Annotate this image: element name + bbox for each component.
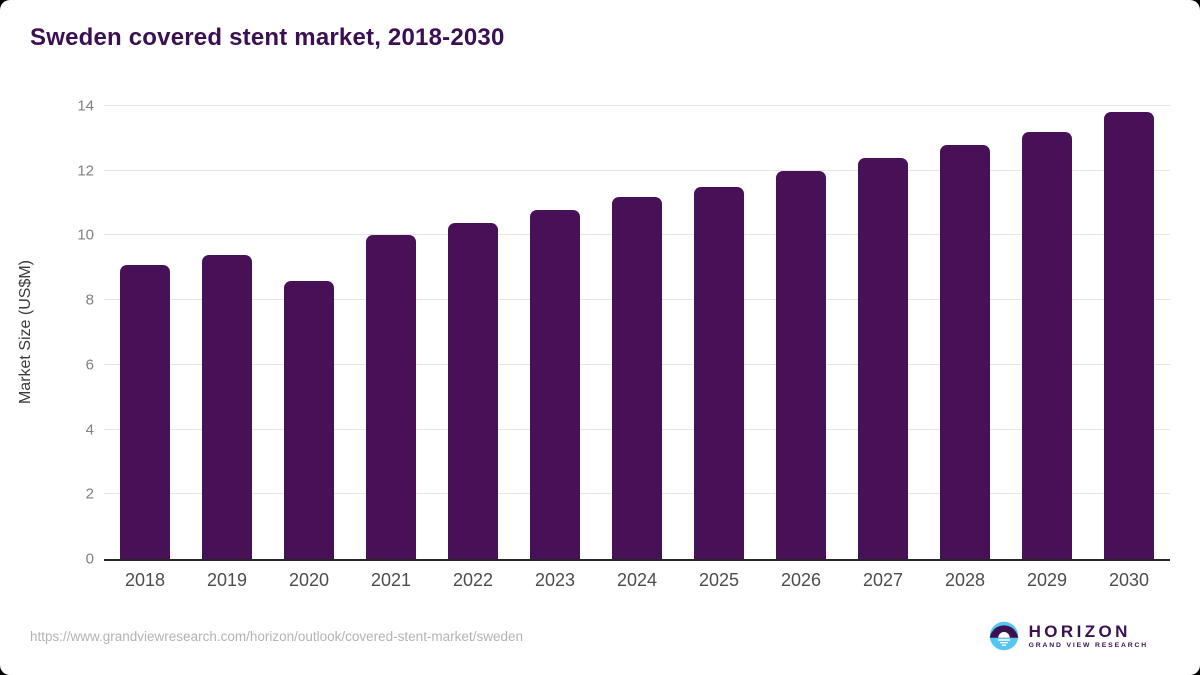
x-tick-label-2021: 2021 <box>370 570 412 590</box>
y-tick-label-14: 14 <box>77 97 94 115</box>
bar-2027 <box>858 157 908 559</box>
bar-2026 <box>776 170 826 559</box>
x-tick-label-2027: 2027 <box>862 570 904 590</box>
bar-2030 <box>1104 112 1154 559</box>
source-url: https://www.grandviewresearch.com/horizo… <box>30 629 523 644</box>
bar-2021 <box>366 235 416 559</box>
logo-subtitle: GRAND VIEW RESEARCH <box>1028 642 1148 650</box>
x-tick-label-2023: 2023 <box>534 570 576 590</box>
bar-2024 <box>612 196 662 559</box>
x-tick-label-2025: 2025 <box>698 570 740 590</box>
horizon-logo-icon <box>989 621 1018 651</box>
chart-title: Sweden covered stent market, 2018-2030 <box>30 24 505 51</box>
y-tick-label-10: 10 <box>77 226 94 244</box>
gridline-14 <box>104 105 1170 106</box>
x-tick-label-2029: 2029 <box>1026 570 1068 590</box>
bar-2018 <box>120 264 170 559</box>
x-tick-label-2022: 2022 <box>452 570 494 590</box>
plot-area <box>104 105 1170 561</box>
x-tick-label-2020: 2020 <box>288 570 330 590</box>
y-tick-label-2: 2 <box>85 485 94 503</box>
y-axis-ticks: 0 2 4 6 8 10 12 14 <box>0 98 94 568</box>
bar-2019 <box>202 254 252 559</box>
x-axis-ticks: 2018 2019 2020 2021 2022 2023 2024 2025 2026 2027… <box>104 570 1170 594</box>
y-tick-label-4: 4 <box>85 421 94 439</box>
horizon-logo: HORIZON GRAND VIEW RESEARCH <box>988 620 1148 652</box>
y-tick-label-12: 12 <box>77 162 94 180</box>
x-tick-label-2024: 2024 <box>616 570 658 590</box>
x-tick-label-2026: 2026 <box>780 570 822 590</box>
y-tick-label-0: 0 <box>85 550 94 568</box>
x-tick-label-2019: 2019 <box>206 570 248 590</box>
x-tick-label-2030: 2030 <box>1108 570 1150 590</box>
y-tick-label-6: 6 <box>85 356 94 374</box>
y-tick-label-8: 8 <box>85 291 94 309</box>
bar-2020 <box>284 280 334 559</box>
bar-2028 <box>940 144 990 559</box>
x-tick-label-2018: 2018 <box>124 570 166 590</box>
horizon-logo-text: HORIZON GRAND VIEW RESEARCH <box>1028 621 1148 650</box>
logo-name: HORIZON <box>1028 621 1131 641</box>
bar-2025 <box>694 186 744 559</box>
x-tick-label-2028: 2028 <box>944 570 986 590</box>
gridline-12 <box>104 169 1170 171</box>
bar-2029 <box>1022 131 1072 559</box>
bar-2022 <box>448 222 498 559</box>
bar-2023 <box>530 209 580 559</box>
